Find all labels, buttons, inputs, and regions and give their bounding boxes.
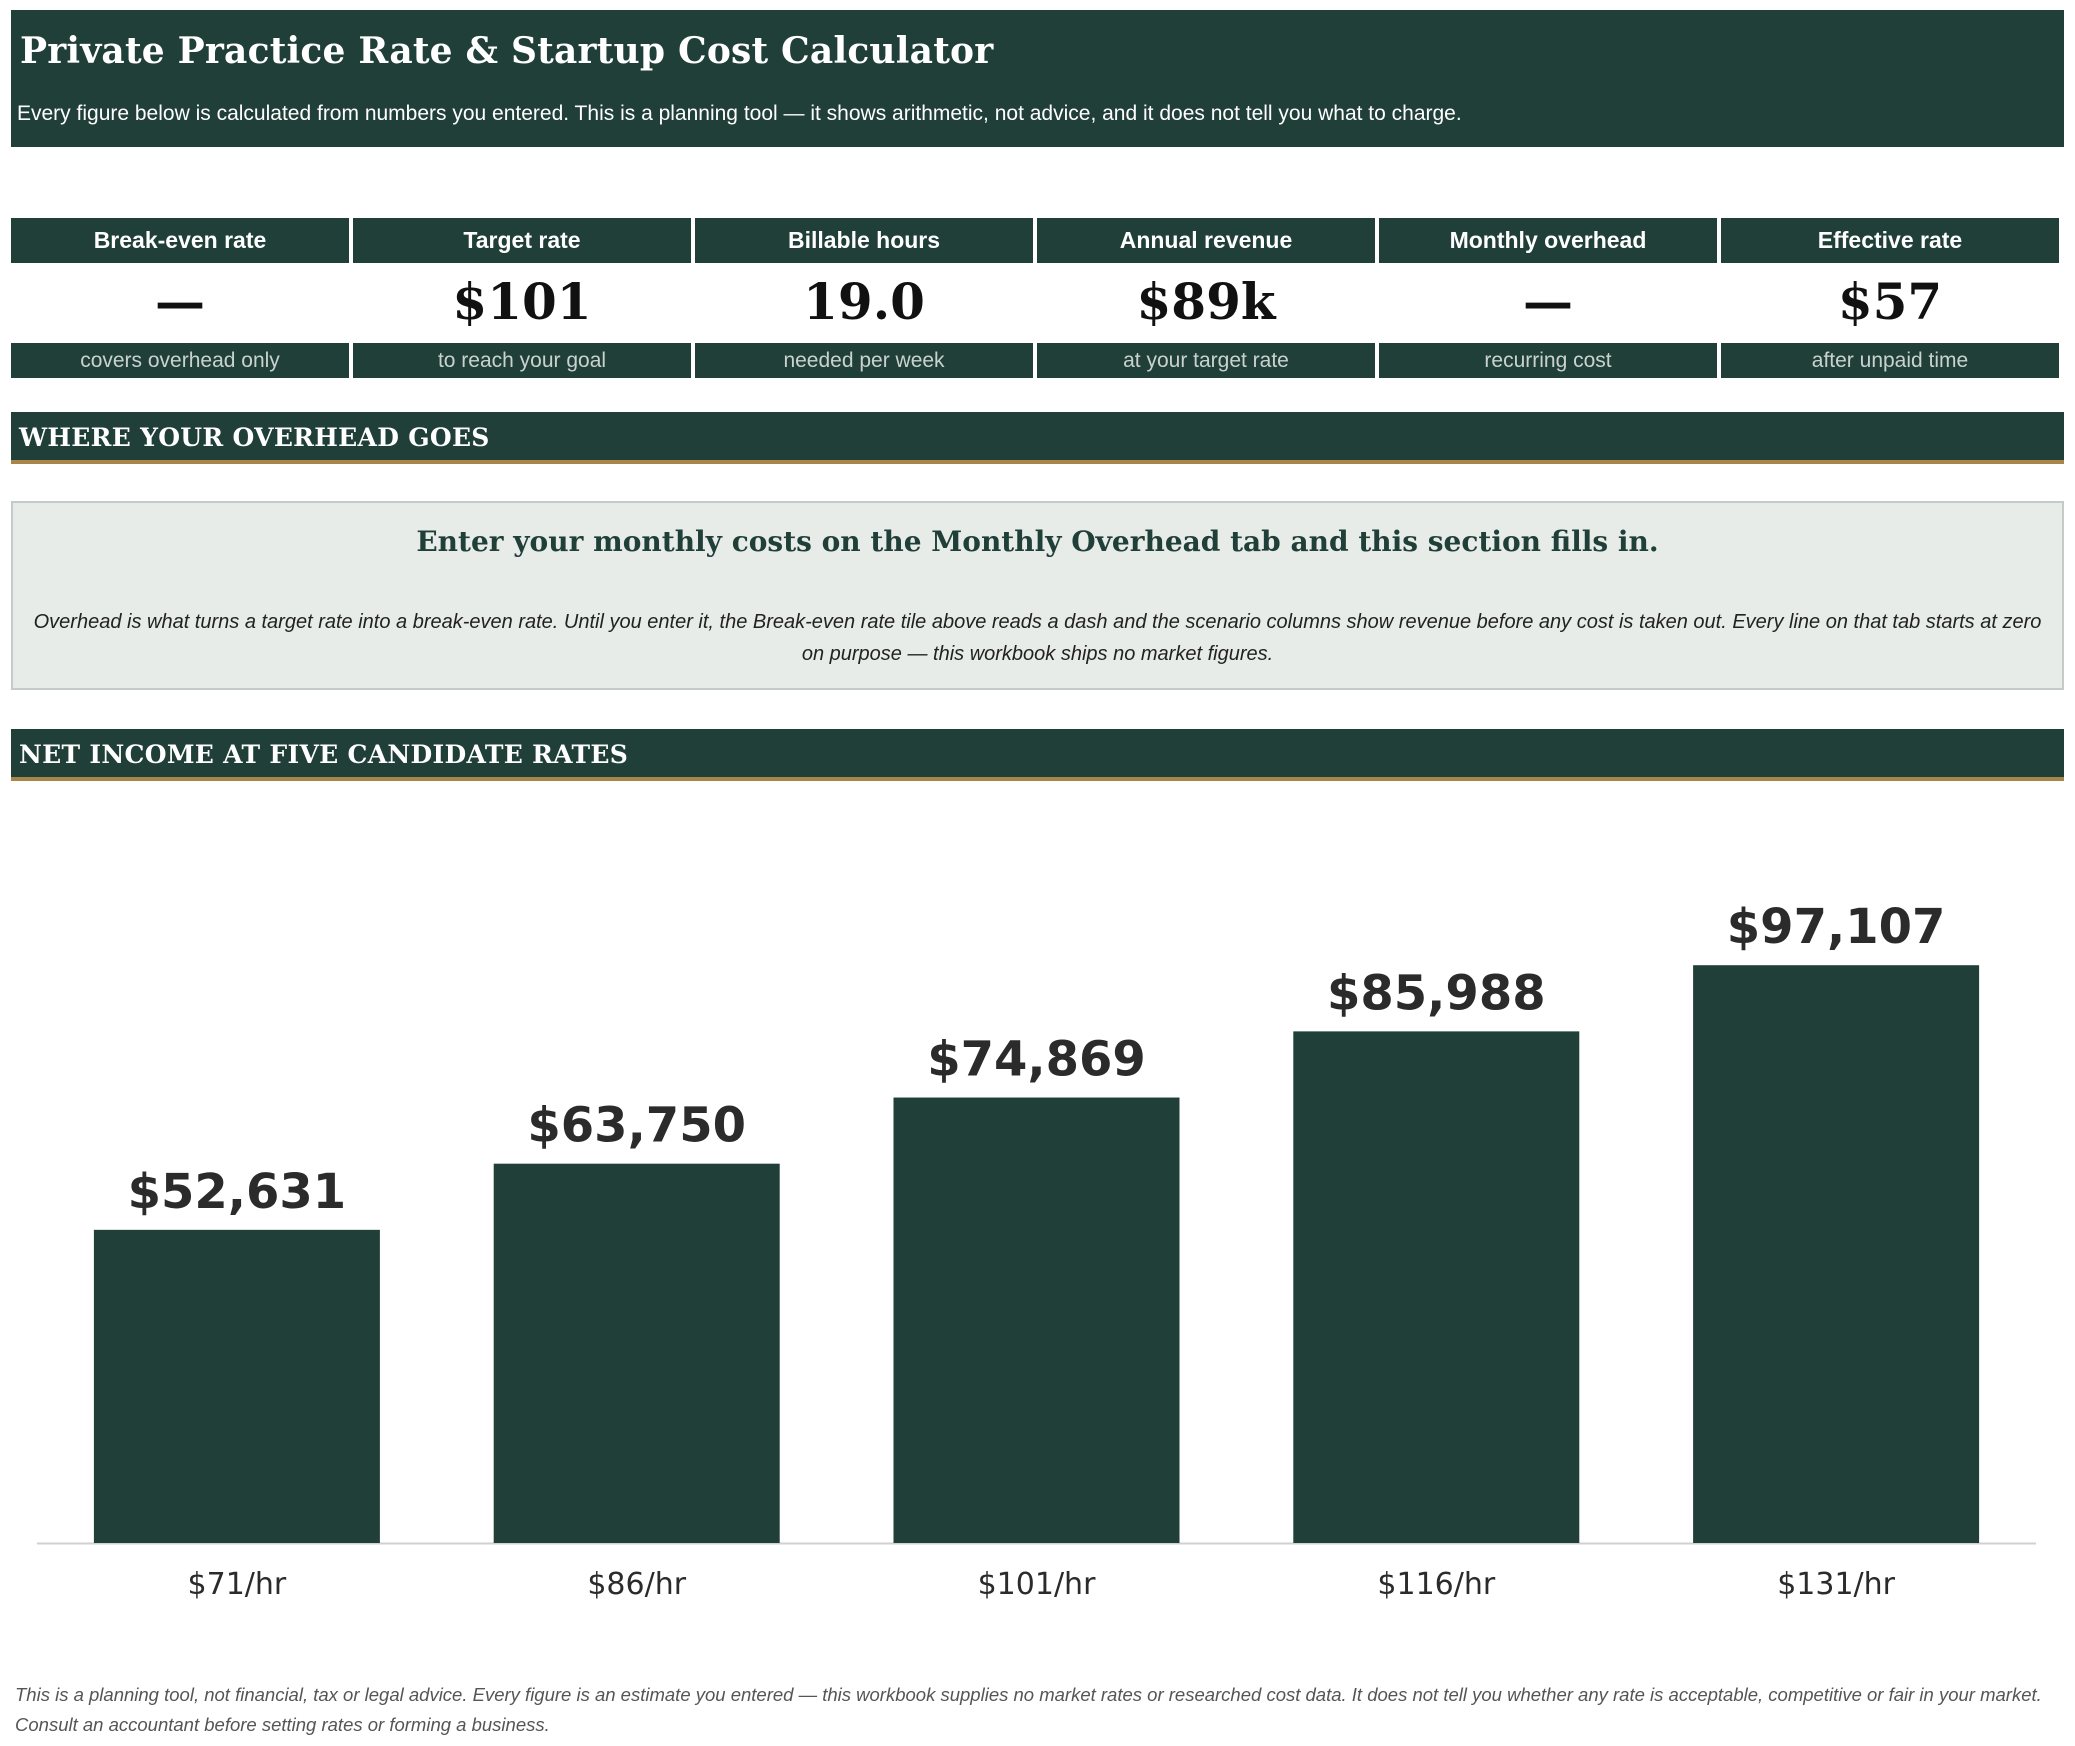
x-tick-label-2: $101/hr (978, 1567, 1096, 1602)
bar-4 (1693, 965, 1980, 1543)
bar-2 (893, 1097, 1180, 1543)
tile-value: $89k (1136, 272, 1276, 331)
page-header: Private Practice Rate & Startup Cost Cal… (11, 10, 2064, 147)
net-income-bar-chart: $52,631 $71/hr $63,750 $86/hr $74,869 $101/hr… (37, 899, 2036, 1602)
x-tick-label-3: $116/hr (1377, 1567, 1495, 1602)
notice-heading: Enter your monthly costs on the Monthly … (416, 525, 1659, 558)
tile-label: Billable hours (695, 218, 1033, 263)
tile-break-even-rate: Break-even rate — covers overhead only (11, 218, 349, 378)
data-label-1: $63,750 (527, 1098, 746, 1154)
tile-value: $57 (1837, 272, 1943, 331)
tile-label: Break-even rate (11, 218, 349, 263)
bar-0 (93, 1229, 380, 1543)
tile-value: — (1523, 272, 1573, 331)
tile-value: $101 (452, 272, 592, 331)
data-label-3: $85,988 (1327, 965, 1546, 1021)
notice-body: Overhead is what turns a target rate int… (33, 611, 2042, 665)
x-tick-label-4: $131/hr (1777, 1567, 1895, 1602)
tile-note: after unpaid time (1721, 343, 2059, 378)
bar-3 (1293, 1031, 1580, 1543)
tile-target-rate: Target rate $101 to reach your goal (353, 218, 691, 378)
tile-label: Effective rate (1721, 218, 2059, 263)
tile-label: Monthly overhead (1379, 218, 1717, 263)
data-label-2: $74,869 (927, 1032, 1146, 1088)
tile-label: Annual revenue (1037, 218, 1375, 263)
data-label-4: $97,107 (1727, 899, 1946, 955)
section-title: NET INCOME AT FIVE CANDIDATE RATES (19, 740, 629, 769)
tile-annual-revenue: Annual revenue $89k at your target rate (1037, 218, 1375, 378)
overhead-section-header: WHERE YOUR OVERHEAD GOES (11, 412, 2064, 464)
tile-note: to reach your goal (353, 343, 691, 378)
income-section-header: NET INCOME AT FIVE CANDIDATE RATES (11, 729, 2064, 781)
tile-billable-hours: Billable hours 19.0 needed per week (695, 218, 1033, 378)
tile-monthly-overhead: Monthly overhead — recurring cost (1379, 218, 1717, 378)
overhead-notice: Enter your monthly costs on the Monthly … (11, 501, 2064, 690)
tile-label: Target rate (353, 218, 691, 263)
section-title: WHERE YOUR OVERHEAD GOES (19, 423, 490, 452)
tile-note: covers overhead only (11, 343, 349, 378)
disclaimer: This is a planning tool, not financial, … (15, 1684, 2042, 1735)
bar-1 (493, 1163, 780, 1543)
tile-effective-rate: Effective rate $57 after unpaid time (1721, 218, 2059, 378)
tile-note: needed per week (695, 343, 1033, 378)
tile-note: at your target rate (1037, 343, 1375, 378)
page-subtitle: Every figure below is calculated from nu… (17, 102, 1462, 125)
page-title: Private Practice Rate & Startup Cost Cal… (20, 30, 994, 72)
tile-note: recurring cost (1379, 343, 1717, 378)
data-label-0: $52,631 (128, 1164, 347, 1220)
tile-value: 19.0 (803, 272, 925, 331)
x-tick-label-1: $86/hr (587, 1567, 686, 1602)
tile-value: — (155, 272, 205, 331)
x-tick-label-0: $71/hr (188, 1567, 287, 1602)
